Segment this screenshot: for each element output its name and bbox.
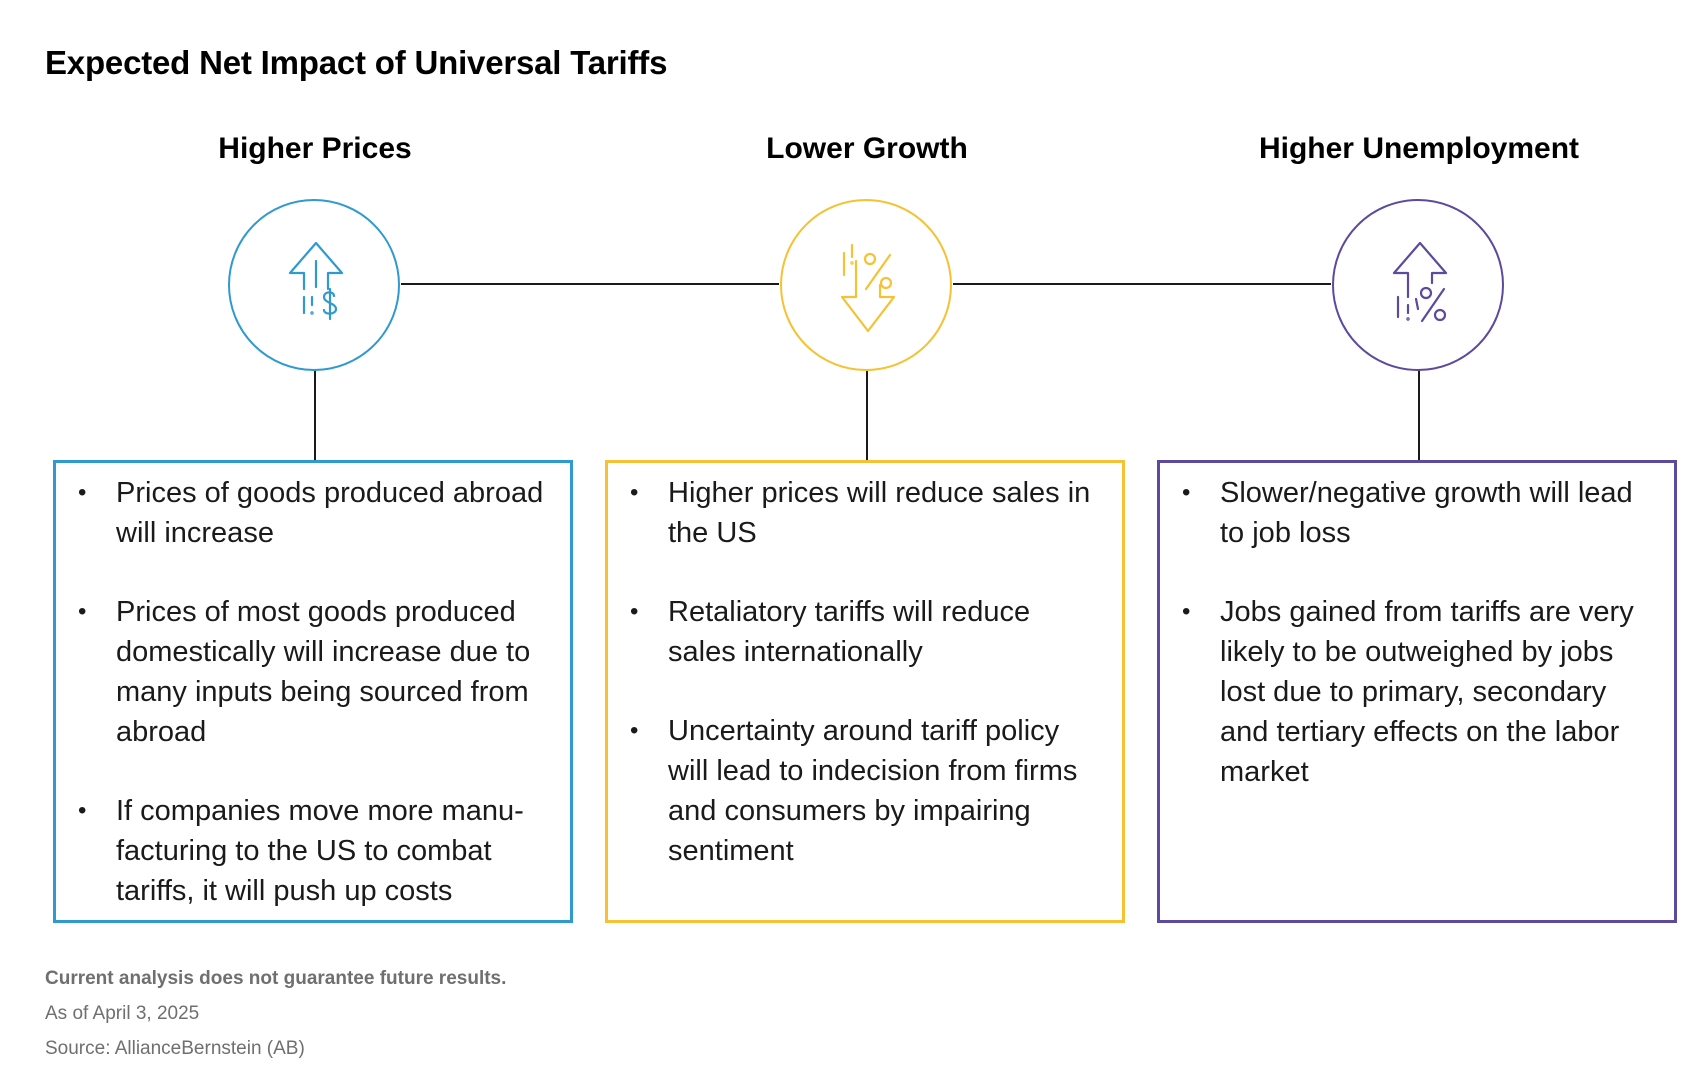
box-lower-growth: Higher prices will reduce sales in the U… — [605, 460, 1125, 923]
disclaimer-note: Current analysis does not guarantee futu… — [45, 968, 507, 989]
list-item: Jobs gained from tariffs are very likely… — [1160, 592, 1652, 792]
list-item: Retaliatory tariffs will reduce sales in… — [608, 592, 1100, 672]
box-higher-prices: Prices of goods produced abroad will inc… — [53, 460, 573, 923]
heading-higher-unemployment: Higher Unemployment — [1258, 132, 1580, 165]
page-title: Expected Net Impact of Universal Tariffs — [45, 44, 668, 81]
list-item: Slower/negative growth will lead to job … — [1160, 473, 1652, 553]
source-note: Source: AllianceBernstein (AB) — [45, 1038, 305, 1059]
circle-lower-growth — [780, 199, 952, 371]
bullet-list-unemployment: Slower/negative growth will lead to job … — [1160, 473, 1652, 792]
bullet-list-prices: Prices of goods produced abroad will inc… — [56, 473, 548, 911]
bullet-list-growth: Higher prices will reduce sales in the U… — [608, 473, 1100, 871]
circle-higher-unemployment — [1332, 199, 1504, 371]
heading-lower-growth: Lower Growth — [766, 132, 968, 165]
list-item: Uncertainty around tariff policy will le… — [608, 711, 1100, 871]
list-item: Prices of goods produced abroad will inc… — [56, 473, 548, 553]
list-item: Higher prices will reduce sales in the U… — [608, 473, 1100, 553]
box-higher-unemployment: Slower/negative growth will lead to job … — [1157, 460, 1677, 923]
up-arrow-percent-icon — [1392, 241, 1448, 323]
up-arrow-dollar-icon — [288, 241, 344, 321]
as-of-date: As of April 3, 2025 — [45, 1003, 200, 1024]
list-item: Prices of most goods produced domestical… — [56, 592, 548, 752]
heading-higher-prices: Higher Prices — [218, 132, 412, 165]
circle-higher-prices — [228, 199, 400, 371]
down-arrow-percent-icon — [840, 243, 896, 333]
list-item: If companies move more manu-facturing to… — [56, 791, 548, 911]
